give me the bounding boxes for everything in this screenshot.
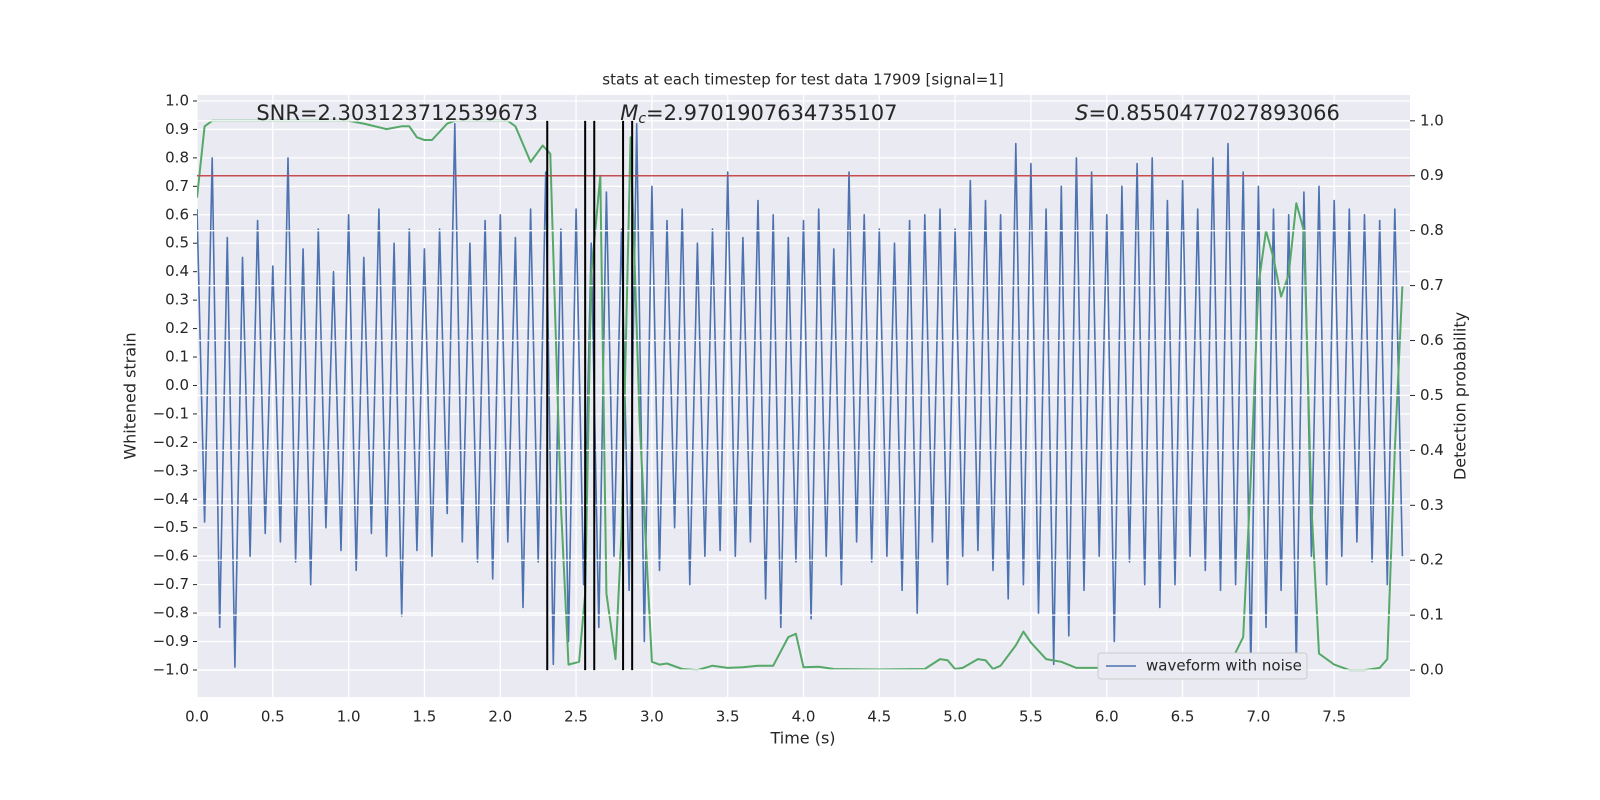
annotation: Mc=2.9701907634735107	[620, 101, 897, 127]
y-tick-label: −0.9	[153, 632, 189, 650]
x-axis-label: Time (s)	[769, 729, 835, 748]
annotation-text: =0.8550477027893066	[1088, 101, 1339, 125]
y-tick-label: −0.3	[153, 461, 189, 479]
x-tick-label: 2.5	[564, 708, 588, 726]
x-tick-label: 1.5	[413, 708, 437, 726]
annotation-subscript: c	[638, 111, 646, 127]
y-tick-label: 0.1	[165, 348, 189, 366]
x-tick-label: 6.0	[1095, 708, 1119, 726]
x-tick-label: 2.0	[488, 708, 512, 726]
annotation-text: SNR=2.303123712539673	[256, 101, 538, 125]
y-tick-label: −1.0	[153, 660, 189, 678]
series-line	[197, 122, 1404, 668]
y2-tick-label: 0.0	[1420, 661, 1444, 679]
y-tick-label: 0.8	[165, 148, 189, 166]
y-tick-label: −0.6	[153, 547, 189, 565]
y-tick-label: 0.7	[165, 177, 189, 195]
y-tick-label: 1.0	[165, 91, 189, 109]
y2-tick-label: 0.2	[1420, 551, 1444, 569]
annotation-text: =2.9701907634735107	[646, 101, 897, 125]
x-tick-label: 3.5	[716, 708, 740, 726]
chart-title: stats at each timestep for test data 179…	[602, 71, 1003, 89]
y-tick-label: 0.0	[165, 376, 189, 394]
x-tick-label: 5.5	[1019, 708, 1043, 726]
y-tick-label: 0.9	[165, 120, 189, 138]
annotation: S=0.8550477027893066	[1075, 101, 1340, 125]
y2-tick-label: 0.4	[1420, 441, 1444, 459]
x-tick-label: 7.5	[1322, 708, 1346, 726]
y2-tick-label: 0.3	[1420, 496, 1444, 514]
annotation-symbol: S	[1075, 101, 1088, 125]
x-tick-label: 4.5	[867, 708, 891, 726]
y-tick-label: 0.4	[165, 262, 189, 280]
y-tick-label: 0.5	[165, 234, 189, 252]
x-tick-label: 7.0	[1246, 708, 1270, 726]
y-tick-label: 0.3	[165, 291, 189, 309]
annotation: SNR=2.303123712539673	[256, 101, 538, 125]
y2-tick-label: 0.1	[1420, 606, 1444, 624]
annotation-symbol: M	[620, 101, 638, 125]
y2-tick-label: 1.0	[1420, 111, 1444, 129]
y-axis-label: Whitened strain	[121, 332, 140, 459]
x-tick-label: 3.0	[640, 708, 664, 726]
legend-box	[1097, 652, 1308, 680]
legend-label: waveform with noise	[1146, 657, 1302, 675]
y2-tick-label: 0.9	[1420, 166, 1444, 184]
y-tick-label: −0.1	[153, 404, 189, 422]
y-tick-label: 0.6	[165, 205, 189, 223]
y2-tick-label: 0.5	[1420, 386, 1444, 404]
y-tick-label: −0.5	[153, 518, 189, 536]
y2-axis-label: Detection probability	[1451, 312, 1470, 480]
y-tick-label: −0.7	[153, 575, 189, 593]
y-tick-label: −0.2	[153, 433, 189, 451]
y-tick-label: 0.2	[165, 319, 189, 337]
x-tick-label: 5.0	[943, 708, 967, 726]
y-tick-label: −0.4	[153, 490, 189, 508]
plot-layer	[197, 119, 1404, 672]
x-tick-label: 6.5	[1171, 708, 1195, 726]
y2-tick-label: 0.8	[1420, 221, 1444, 239]
y2-tick-label: 0.7	[1420, 276, 1444, 294]
x-tick-label: 0.0	[185, 708, 209, 726]
x-tick-label: 1.0	[337, 708, 361, 726]
y2-tick-label: 0.6	[1420, 331, 1444, 349]
series-line	[197, 119, 1404, 672]
y-tick-label: −0.8	[153, 604, 189, 622]
x-tick-label: 4.0	[792, 708, 816, 726]
x-tick-label: 0.5	[261, 708, 285, 726]
